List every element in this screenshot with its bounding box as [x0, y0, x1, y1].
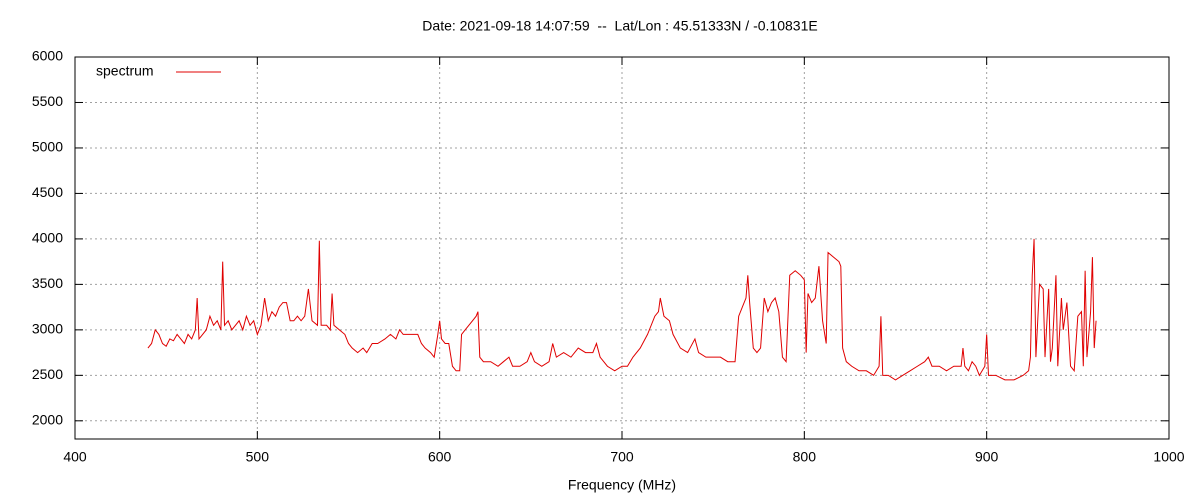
x-tick-label: 600: [428, 449, 452, 465]
y-tick-label: 4500: [32, 184, 63, 200]
x-tick-label: 700: [610, 449, 634, 465]
x-axis-label: Frequency (MHz): [568, 477, 676, 493]
y-tick-label: 3000: [32, 321, 63, 337]
plot-frame: [74, 56, 1170, 440]
y-tick-label: 3500: [32, 275, 63, 291]
y-tick-label: 2000: [32, 412, 63, 428]
x-tick-label: 1000: [1153, 449, 1184, 465]
y-tick-label: 5500: [32, 93, 63, 109]
x-tick-label: 800: [793, 449, 817, 465]
y-tick-label: 6000: [32, 48, 63, 64]
chart-title: Date: 2021-09-18 14:07:59 -- Lat/Lon : 4…: [422, 18, 817, 34]
legend-label: spectrum: [96, 63, 154, 79]
y-tick-label: 4000: [32, 230, 63, 246]
x-tick-label: 500: [246, 449, 270, 465]
x-tick-label: 900: [975, 449, 999, 465]
y-tick-label: 5000: [32, 139, 63, 155]
x-tick-label: 400: [63, 449, 87, 465]
data-line: [147, 238, 1097, 381]
y-tick-label: 2500: [32, 366, 63, 382]
